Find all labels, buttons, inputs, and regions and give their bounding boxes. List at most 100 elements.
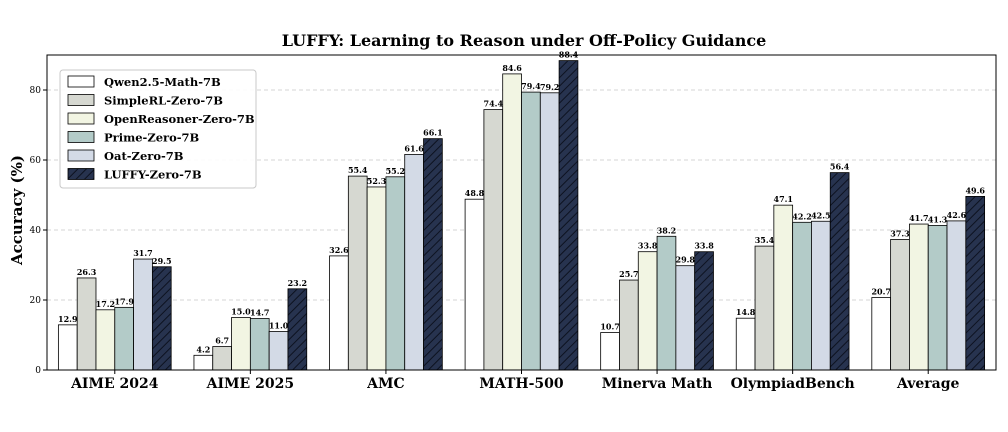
legend-swatch bbox=[67, 131, 95, 143]
legend-swatch bbox=[67, 75, 95, 88]
x-tick-label: Minerva Math bbox=[602, 376, 713, 392]
data-label: 66.1 bbox=[423, 128, 442, 138]
data-label: 79.4 bbox=[521, 81, 541, 91]
bar bbox=[329, 255, 349, 371]
chart-title: LUFFY: Learning to Reason under Off-Poli… bbox=[282, 31, 767, 50]
x-tick-label: AIME 2025 bbox=[206, 376, 294, 392]
bar bbox=[249, 318, 270, 371]
bars bbox=[57, 60, 986, 371]
legend-label: Prime-Zero-7B bbox=[104, 131, 200, 145]
data-label: 41.3 bbox=[928, 214, 948, 224]
legend-label: Qwen2.5-Math-7B bbox=[104, 75, 221, 89]
legend-swatch bbox=[67, 168, 95, 180]
legend: Qwen2.5-Math-7B SimpleRL-Zero-7B OpenReaso… bbox=[59, 69, 257, 189]
data-label: 26.3 bbox=[77, 267, 97, 277]
bar bbox=[423, 138, 443, 371]
x-tick-label: AMC bbox=[366, 376, 405, 392]
data-label: 49.6 bbox=[965, 185, 985, 195]
bar bbox=[792, 221, 812, 371]
y-tick-label: 80 bbox=[30, 86, 42, 96]
bar bbox=[366, 186, 387, 371]
data-label: 61.6 bbox=[404, 143, 424, 153]
bar bbox=[287, 288, 308, 371]
bar bbox=[212, 346, 232, 371]
data-label: 29.5 bbox=[152, 256, 171, 266]
data-label: 25.7 bbox=[619, 269, 638, 279]
data-label: 14.7 bbox=[250, 308, 269, 318]
data-label: 6.7 bbox=[215, 336, 229, 346]
legend-box bbox=[59, 69, 257, 189]
bar bbox=[114, 306, 134, 371]
data-labels: 12.9 26.3 17.2 17.9 31.729.5 4.2 6.7 15.0 14.711… bbox=[58, 50, 985, 355]
data-label: 37.3 bbox=[890, 228, 910, 238]
data-label: 79.2 bbox=[540, 82, 559, 92]
bar bbox=[890, 239, 910, 371]
bar bbox=[95, 309, 116, 371]
data-label: 11.0 bbox=[269, 321, 289, 331]
bar bbox=[268, 331, 289, 371]
bar bbox=[521, 91, 541, 371]
bar bbox=[656, 235, 677, 371]
y-tick-label: 40 bbox=[30, 226, 42, 236]
legend-swatch bbox=[67, 94, 95, 106]
y-tick-label: 0 bbox=[35, 366, 41, 376]
data-label: 14.8 bbox=[736, 307, 756, 317]
data-label: 23.2 bbox=[288, 278, 307, 288]
legend-label: SimpleRL-Zero-7B bbox=[104, 94, 223, 108]
data-label: 74.4 bbox=[484, 99, 504, 109]
bar bbox=[558, 60, 579, 371]
bar bbox=[600, 332, 620, 371]
data-label: 47.1 bbox=[774, 194, 793, 204]
bar bbox=[619, 279, 639, 371]
y-tick-label: 20 bbox=[30, 296, 42, 306]
legend-swatch bbox=[67, 112, 95, 125]
legend-label: LUFFY-Zero-7B bbox=[104, 168, 202, 182]
bar bbox=[927, 225, 948, 371]
legend-label: Oat-Zero-7B bbox=[104, 149, 184, 163]
data-label: 48.8 bbox=[465, 188, 485, 198]
legend-swatch bbox=[67, 149, 95, 162]
bar bbox=[754, 245, 775, 371]
data-label: 29.8 bbox=[676, 255, 696, 265]
bar bbox=[909, 223, 929, 371]
data-label: 4.2 bbox=[196, 344, 210, 354]
data-label: 17.9 bbox=[114, 296, 134, 306]
bar bbox=[637, 251, 658, 371]
data-label: 41.7 bbox=[909, 213, 928, 223]
data-label: 42.5 bbox=[811, 210, 830, 220]
bar bbox=[483, 109, 504, 371]
data-label: 15.0 bbox=[231, 307, 251, 317]
legend-label: OpenReasoner-Zero-7B bbox=[104, 112, 255, 126]
data-label: 88.4 bbox=[559, 50, 579, 60]
data-label: 38.2 bbox=[657, 225, 676, 235]
y-ticks: 0 20 40 60 80 bbox=[30, 86, 47, 376]
data-label: 17.2 bbox=[96, 299, 115, 309]
y-tick-label: 60 bbox=[30, 156, 42, 166]
bar bbox=[694, 251, 714, 371]
x-tick-label: AIME 2024 bbox=[70, 376, 159, 392]
data-label: 42.6 bbox=[947, 210, 967, 220]
data-label: 55.2 bbox=[386, 166, 405, 176]
bar bbox=[502, 73, 522, 371]
bar bbox=[464, 198, 485, 371]
data-label: 42.2 bbox=[792, 211, 811, 221]
x-ticks: AIME 2024 AIME 2025 AMC MATH-500 Minerva Mat… bbox=[70, 370, 960, 392]
bar bbox=[133, 258, 153, 371]
data-label: 52.3 bbox=[367, 176, 387, 186]
bar bbox=[151, 266, 172, 371]
x-tick-label: OlympiadBench bbox=[731, 376, 855, 392]
bar bbox=[76, 277, 97, 371]
bar bbox=[385, 176, 406, 371]
bar bbox=[871, 297, 892, 371]
bar bbox=[539, 92, 560, 371]
bar bbox=[965, 195, 986, 371]
y-axis-label: Accuracy (%) bbox=[8, 155, 26, 266]
bar bbox=[773, 204, 794, 371]
bar bbox=[404, 153, 424, 371]
x-tick-label: Average bbox=[896, 376, 960, 392]
bar bbox=[829, 172, 850, 371]
data-label: 20.7 bbox=[871, 287, 890, 297]
bar bbox=[57, 324, 78, 371]
bar bbox=[675, 265, 696, 371]
